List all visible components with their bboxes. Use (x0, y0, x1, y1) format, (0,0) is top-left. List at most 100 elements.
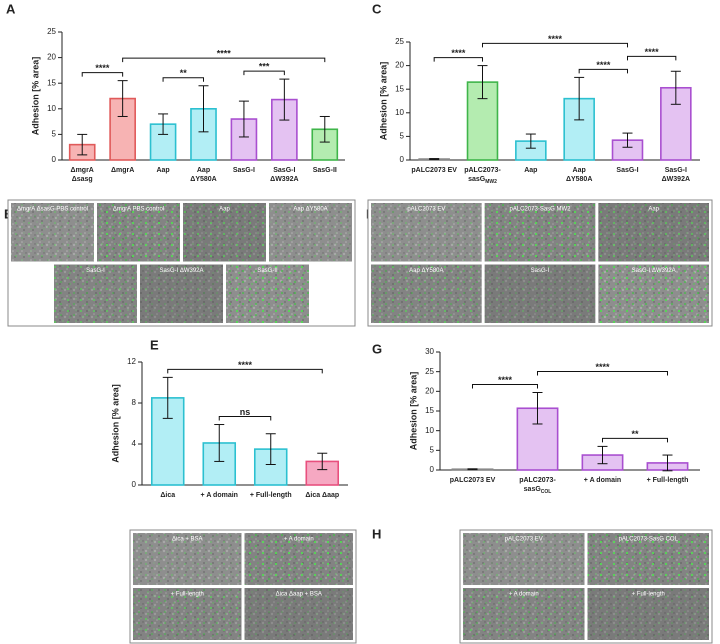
micrograph: Aap (183, 203, 266, 262)
micrograph-signal (133, 588, 242, 640)
micrograph-signal (463, 533, 585, 585)
panel-label: A (6, 1, 16, 16)
significance-bracket (243, 70, 285, 76)
x-tick-label: pALC2073- (464, 167, 501, 174)
y-tick-label: 5 (52, 130, 57, 139)
panel-label: G (372, 341, 382, 356)
x-tick-label: SasG-I (273, 167, 295, 174)
x-tick-label: ΔY580A (190, 176, 216, 183)
micrograph: SasG-I ΔW392A (598, 264, 709, 323)
micrograph: Δica + BSA (133, 533, 242, 585)
micrograph-label: SasG-I (531, 268, 550, 274)
significance-bracket (472, 384, 538, 389)
significance-label: ** (631, 429, 639, 439)
y-tick-label: 5 (430, 445, 435, 454)
error-bar (525, 133, 536, 149)
error-bar (670, 70, 681, 105)
micrograph-signal (587, 533, 709, 585)
micrograph: SasG-II (226, 264, 309, 323)
significance-label: **** (217, 48, 232, 58)
micrograph-signal (484, 203, 596, 262)
x-tick-label: + Full-length (647, 477, 689, 484)
x-tick-label: pALC2073 EV (411, 167, 457, 174)
micrograph: Aap ΔY580A (269, 203, 352, 262)
micrograph: pALC2073-SasG MW2 (484, 203, 596, 262)
micrograph: pALC2073 EV (371, 203, 482, 262)
micrograph-signal (54, 264, 137, 323)
y-axis-label: Adhesion [% area] (30, 57, 40, 136)
y-tick-label: 12 (127, 357, 136, 366)
micrograph-label: Aap (648, 207, 659, 213)
y-tick-label: 8 (132, 398, 137, 407)
x-tick-label: Δsasg (72, 176, 93, 183)
micrograph-label: pALC2073-SasG MW2 (509, 207, 571, 213)
y-tick-label: 30 (425, 347, 434, 356)
error-bar (77, 133, 88, 156)
y-tick-label: 0 (400, 155, 405, 164)
x-tick-label: sasGMW2 (468, 176, 497, 185)
micrograph-label: SasG-I (86, 268, 105, 274)
micrograph-signal (226, 264, 309, 323)
micrograph-signal (371, 203, 482, 262)
micrograph-label: Aap ΔY580A (293, 207, 327, 213)
x-tick-label: SasG-II (313, 167, 337, 174)
x-tick-label: sasGCOL (524, 486, 552, 495)
error-bar (597, 445, 608, 465)
x-tick-label: + A domain (201, 492, 238, 499)
micrograph-label: Δica Δaap + BSA (276, 592, 322, 598)
micrograph: + Full-length (587, 588, 709, 640)
micrograph-label: pALC2073 EV (407, 207, 445, 213)
error-bar (574, 76, 585, 121)
micrograph-label: ΔmgrA ΔsasG PBS control (17, 207, 88, 213)
error-bar (429, 158, 440, 161)
significance-bracket (167, 368, 323, 374)
x-tick-label-text: sasG (524, 486, 542, 493)
y-tick-label: 25 (395, 37, 404, 46)
micrograph-signal (484, 264, 596, 323)
x-tick-label: Δica (160, 492, 175, 499)
error-bar (532, 392, 543, 425)
micrograph-signal (11, 203, 94, 262)
significance-label: **** (498, 375, 513, 385)
micrograph: + A domain (463, 588, 585, 640)
error-bar (214, 424, 225, 462)
micrograph-signal (598, 203, 709, 262)
micrograph-signal (269, 203, 352, 262)
x-tick-label: + A domain (584, 477, 621, 484)
micrograph-signal (140, 264, 223, 323)
micrograph-signal (598, 264, 709, 323)
y-axis-label: Adhesion [% area] (110, 384, 120, 463)
x-tick-label-sub: COL (541, 489, 552, 495)
micrograph-label: SasG-II (257, 268, 278, 274)
x-tick-label: SasG-I (616, 167, 638, 174)
y-axis-label: Adhesion [% area] (378, 62, 388, 141)
micrograph: ΔmgrA ΔsasG PBS control (11, 203, 94, 262)
y-tick-label: 10 (425, 426, 434, 435)
y-tick-label: 5 (400, 132, 405, 141)
error-bar (198, 85, 209, 133)
micrograph: pALC2073 EV (463, 533, 585, 585)
micrograph-label: + Full-length (632, 592, 665, 598)
micrograph: SasG-I ΔW392A (140, 264, 223, 323)
y-tick-label: 25 (47, 27, 56, 36)
significance-label: **** (596, 60, 611, 70)
y-tick-label: 0 (52, 155, 57, 164)
y-tick-label: 15 (47, 78, 56, 87)
error-bar (317, 452, 328, 471)
error-bar (162, 376, 173, 419)
micrograph-signal (133, 533, 242, 585)
error-bar (662, 454, 673, 472)
x-tick-label: ΔW392A (662, 176, 690, 183)
significance-label: **** (595, 362, 610, 372)
micrograph-label: + Full-length (171, 592, 204, 598)
x-tick-label: Aap (573, 167, 586, 174)
micrograph: + Full-length (133, 588, 242, 640)
significance-label: **** (238, 360, 253, 370)
micrograph-label: pALC2073 EV (505, 537, 543, 543)
micrograph-label: pALC2073-SasG COL (619, 537, 679, 543)
micrograph-label: SasG-I ΔW392A (632, 268, 676, 274)
micrograph-signal (244, 533, 353, 585)
x-tick-label: SasG-I (665, 167, 687, 174)
micrograph: SasG-I (484, 264, 596, 323)
